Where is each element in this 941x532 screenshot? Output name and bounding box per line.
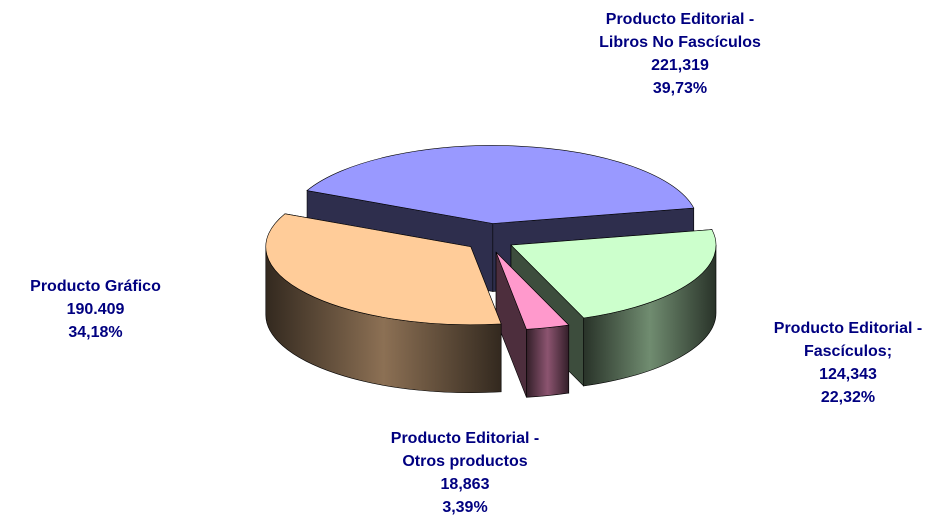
slice-label: Producto Editorial - Otros productos 18,8… [380, 427, 550, 519]
label-amount: 190.409 [66, 301, 125, 318]
label-name: Producto Editorial - Libros No Fascículo… [599, 11, 761, 51]
slice [306, 145, 695, 224]
label-percent: 34,18% [68, 324, 123, 341]
label-amount: 124,343 [819, 366, 877, 383]
label-percent: 22,32% [820, 389, 876, 406]
slice [495, 251, 570, 330]
label-name: Producto Editorial - Fascículos; [773, 320, 923, 360]
slice-wall [526, 324, 570, 398]
label-percent: 3,39% [442, 499, 488, 516]
label-percent: 39,73% [652, 80, 708, 97]
slice [265, 213, 502, 326]
label-name: Producto Gráfico [30, 278, 161, 295]
label-name: Producto Editorial - Otros productos [390, 430, 540, 470]
slice-label: Producto Editorial - Fascículos; 124,343 2… [763, 317, 933, 409]
slice-label: Producto Editorial - Libros No Fascículo… [595, 8, 765, 100]
slice [510, 229, 717, 319]
label-amount: 221,319 [651, 57, 709, 74]
slice-label: Producto Gráfico 190.409 34,18% [8, 275, 183, 344]
label-amount: 18,863 [440, 476, 490, 493]
